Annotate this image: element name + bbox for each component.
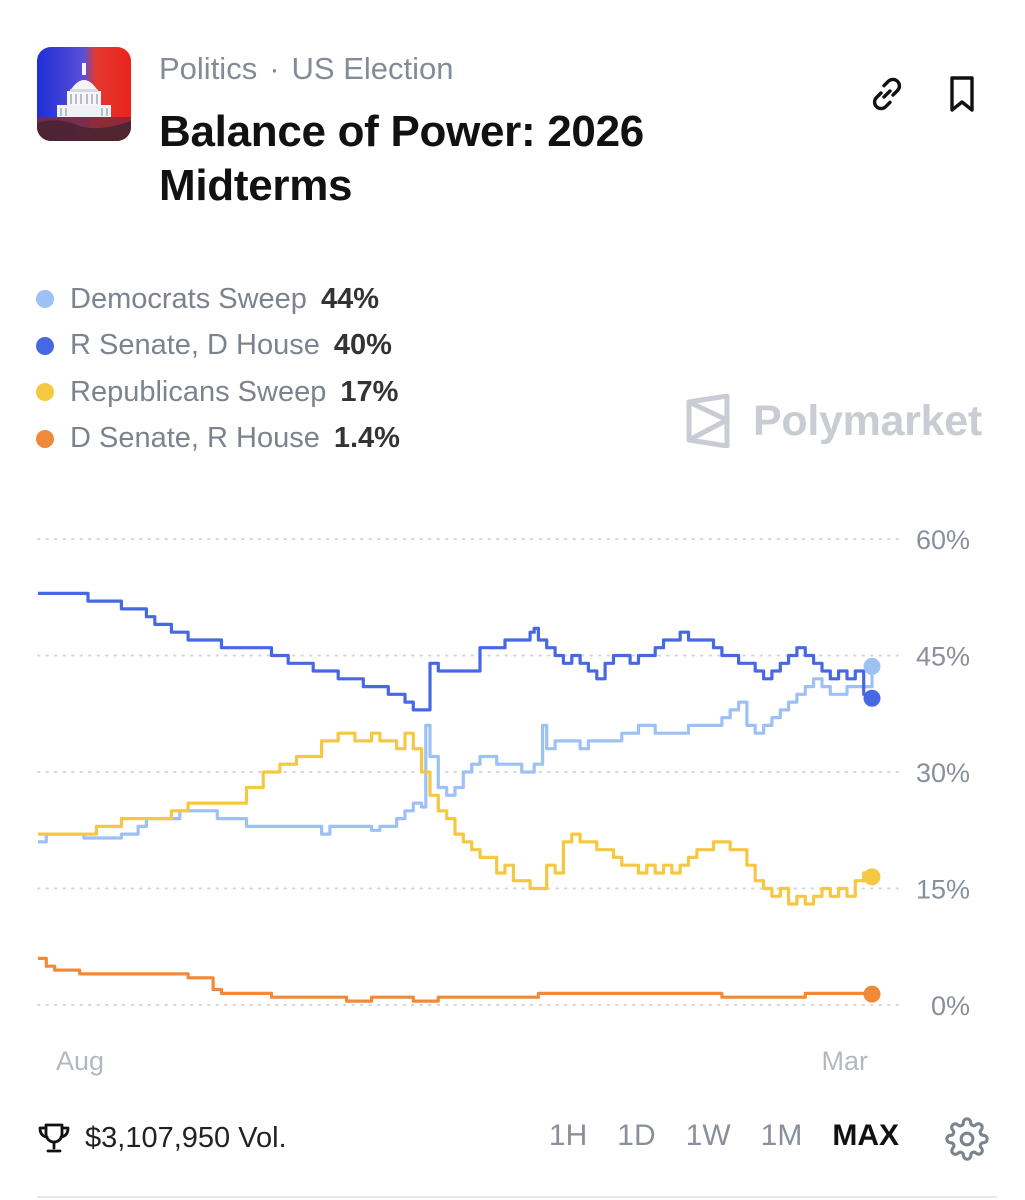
breadcrumb-separator: · [269,51,280,86]
legend-dot [36,336,54,355]
market-title: Balance of Power: 2026 Midterms [159,107,644,210]
volume: $3,107,950 Vol. [37,1121,287,1155]
time-range-selector: 1H 1D 1W 1M MAX [519,1119,899,1153]
legend-label: D Senate, R House [70,422,320,455]
market-header: Politics · US Election Balance of Power: 2… [37,45,997,225]
series-line [38,731,874,906]
y-tick-label: 15% [916,875,970,905]
x-tick-label: Aug [56,1046,104,1076]
polymarket-watermark: Polymarket [683,394,982,448]
series-line [38,666,874,844]
legend-value: 44% [320,282,379,315]
polymarket-wordmark: Polymarket [753,396,982,445]
bookmark-icon[interactable] [939,71,985,117]
legend-label: Democrats Sweep [70,282,307,315]
range-max-button[interactable]: MAX [832,1119,899,1152]
range-1w-button[interactable]: 1W [685,1119,731,1152]
legend-dot [36,429,54,448]
legend-value: 40% [333,329,392,362]
series-end-dot [863,985,881,1003]
legend-label: Republicans Sweep [70,375,327,408]
legend-item: D Senate, R House 1.4% [36,416,400,463]
legend-item: Republicans Sweep 17% [36,369,400,416]
chart-footer: $3,107,950 Vol. 1H 1D 1W 1M MAX [37,1115,997,1165]
link-icon[interactable] [864,71,910,117]
y-tick-label: 30% [916,758,970,788]
legend-label: R Senate, D House [70,329,320,362]
series-end-dot [863,657,881,675]
x-tick-label: Mar [822,1046,869,1076]
chart-legend: Democrats Sweep 44% R Senate, D House 40… [36,276,400,462]
y-tick-label: 45% [916,642,970,672]
legend-value: 17% [340,375,399,408]
legend-value: 1.4% [333,422,400,455]
y-tick-label: 60% [916,525,970,555]
series-line [38,956,874,1003]
polymarket-logo-icon [686,394,730,448]
range-1m-button[interactable]: 1M [760,1119,803,1152]
settings-gear-icon[interactable] [945,1117,989,1161]
series-end-dot [863,868,881,886]
legend-item: R Senate, D House 40% [36,323,400,370]
legend-dot [36,383,54,402]
trophy-icon [38,1123,70,1153]
bottom-divider [37,1196,997,1198]
legend-item: Democrats Sweep 44% [36,276,400,323]
series-end-dot [863,689,881,707]
range-1d-button[interactable]: 1D [617,1119,656,1152]
breadcrumb-category[interactable]: Politics [159,51,258,86]
volume-label: $3,107,950 Vol. [85,1121,287,1154]
legend-dot [36,290,54,309]
breadcrumb-subcategory[interactable]: US Election [291,51,454,86]
series-line [38,591,874,712]
market-thumbnail[interactable] [37,47,131,141]
range-1h-button[interactable]: 1H [548,1119,588,1152]
line-chart: 60% 45% 30% 15% 0% Aug Mar [37,525,970,1076]
breadcrumb: Politics · US Election [159,51,454,87]
y-tick-label: 0% [931,991,970,1021]
